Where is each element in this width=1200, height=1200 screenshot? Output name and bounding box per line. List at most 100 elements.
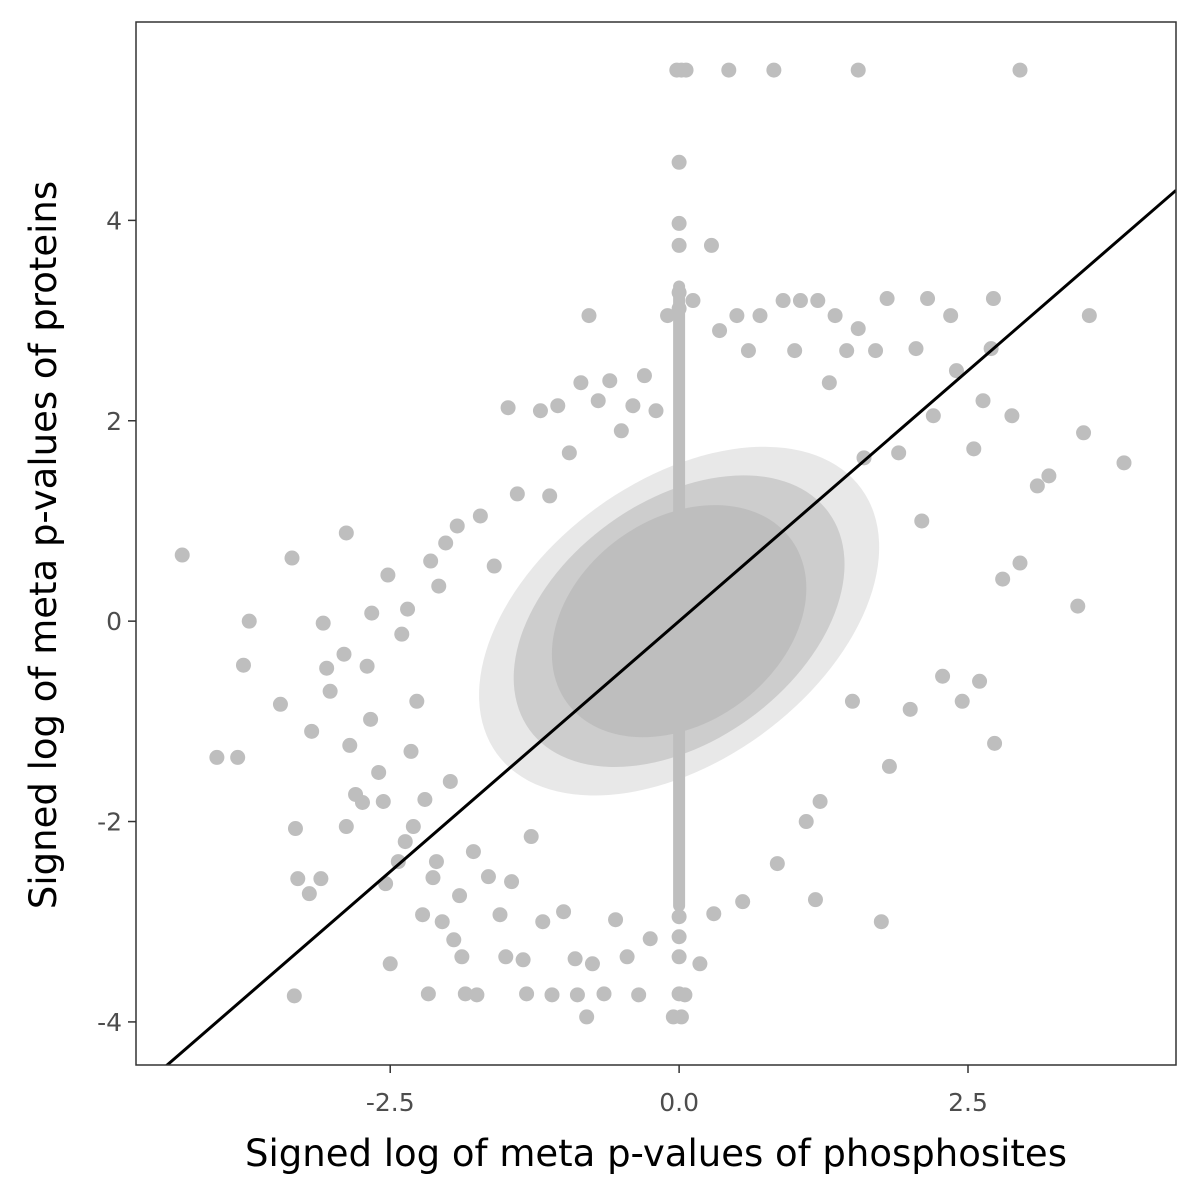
data-point [338, 525, 354, 541]
data-point [766, 62, 782, 78]
data-point [798, 814, 814, 830]
data-point [1041, 468, 1057, 484]
data-point [452, 888, 468, 904]
data-point [868, 343, 884, 359]
data-point [397, 834, 413, 850]
y-tick-label: 4 [106, 206, 122, 235]
data-point [619, 949, 635, 965]
data-point [850, 62, 866, 78]
data-point [498, 949, 514, 965]
data-point [1070, 598, 1086, 614]
data-point [1029, 478, 1045, 494]
data-point [371, 764, 387, 780]
data-point [567, 951, 583, 967]
data-point [729, 308, 745, 324]
data-point [584, 956, 600, 972]
data-point [286, 988, 302, 1004]
data-point [671, 909, 687, 925]
data-point [775, 293, 791, 309]
data-point [313, 871, 329, 887]
data-point [581, 308, 597, 324]
data-point [821, 375, 837, 391]
data-point [703, 237, 719, 253]
data-point [596, 986, 612, 1002]
data-point [394, 626, 410, 642]
y-tick-label: 2 [106, 407, 122, 436]
data-point [544, 987, 560, 1003]
y-tick-label: -2 [97, 808, 122, 837]
data-point [685, 293, 701, 309]
data-point [364, 605, 380, 621]
data-point [319, 660, 335, 676]
data-point [338, 819, 354, 835]
data-point [442, 773, 458, 789]
reference-line-layer [164, 189, 1176, 1065]
data-point [509, 486, 525, 502]
data-point [987, 735, 1003, 751]
data-point [405, 819, 421, 835]
data-point [692, 956, 708, 972]
data-point [671, 215, 687, 231]
x-tick-label: 2.5 [948, 1088, 988, 1117]
y-axis-title: Signed log of meta p-values of proteins [22, 181, 65, 909]
data-point [1116, 455, 1132, 471]
data-point [1012, 555, 1028, 571]
data-point [740, 343, 756, 359]
data-point [472, 508, 488, 524]
data-point [469, 987, 485, 1003]
data-point [434, 914, 450, 930]
data-point [209, 749, 225, 765]
data-point [752, 308, 768, 324]
data-point [438, 535, 454, 551]
data-point [375, 793, 391, 809]
data-point [519, 986, 535, 1002]
data-point [677, 987, 693, 1003]
data-point [1012, 62, 1028, 78]
data-point [486, 558, 502, 574]
data-point [342, 737, 358, 753]
y-tick-label: -4 [97, 1008, 122, 1037]
data-point [972, 673, 988, 689]
data-point [995, 571, 1011, 587]
data-point [523, 829, 539, 845]
reference-line [164, 189, 1176, 1065]
data-point [648, 403, 664, 419]
data-point [625, 398, 641, 414]
data-point [322, 683, 338, 699]
data-point [382, 956, 398, 972]
data-point [812, 793, 828, 809]
data-point [390, 854, 406, 870]
data-point [671, 949, 687, 965]
data-point [573, 375, 589, 391]
data-point [792, 293, 808, 309]
data-point [873, 914, 889, 930]
data-point [642, 931, 658, 947]
y-tick-label: 0 [106, 607, 122, 636]
data-point [678, 62, 694, 78]
data-point [359, 658, 375, 674]
data-point [542, 488, 558, 504]
plot-panel-border [135, 21, 1177, 1066]
data-point [943, 308, 959, 324]
data-point [769, 856, 785, 872]
data-point [671, 237, 687, 253]
data-point [807, 892, 823, 908]
data-point [550, 398, 566, 414]
data-point [417, 791, 433, 807]
x-zero-column [673, 280, 686, 912]
data-point [671, 285, 687, 301]
data-point [673, 1009, 689, 1025]
data-point [856, 450, 872, 466]
data-point [354, 794, 370, 810]
data-point [235, 657, 251, 673]
data-point [948, 363, 964, 379]
data-point [636, 368, 652, 384]
data-point [850, 321, 866, 337]
data-point [500, 400, 516, 416]
data-point [454, 949, 470, 965]
data-point [465, 844, 481, 860]
data-point [457, 986, 473, 1002]
data-point [590, 393, 606, 409]
data-point [230, 749, 246, 765]
